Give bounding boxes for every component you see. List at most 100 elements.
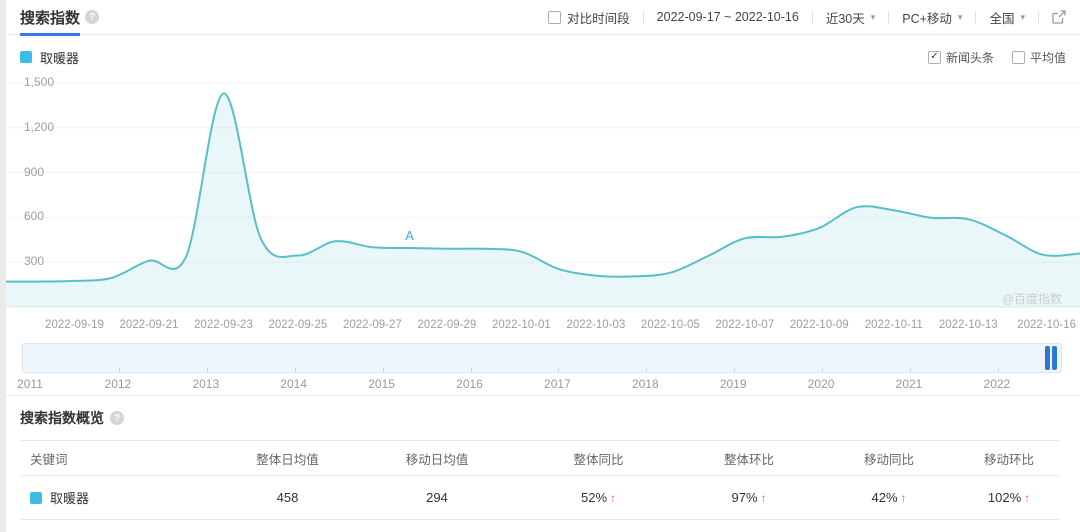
series-keyword: 取暖器 — [40, 50, 80, 66]
series-color-swatch — [20, 51, 32, 63]
timeline-year: 2012 — [104, 377, 132, 391]
external-link-icon[interactable] — [1052, 10, 1066, 24]
x-axis-tick: 2022-10-09 — [789, 319, 849, 331]
divider — [811, 10, 813, 24]
col-mobile-daily: 移动日均值 — [405, 452, 469, 467]
up-arrow-icon: ↑ — [610, 491, 617, 505]
col-mobile-yoy: 移动同比 — [863, 452, 914, 467]
watermark: @百度指数 — [1001, 292, 1062, 306]
topbar: 搜索指数 ? ✓ 对比时间段 2022-09-17 ~ 2022-10-16 近… — [0, 0, 1080, 36]
timeline-tick — [118, 368, 120, 372]
x-axis-tick: 2022-09-23 — [194, 319, 253, 331]
x-axis-tick: 2022-09-29 — [417, 319, 477, 331]
period-dropdown[interactable]: 近30天 ▾ — [825, 11, 876, 26]
chevron-down-icon: ▾ — [1020, 11, 1025, 22]
mobile-daily-value: 294 — [426, 490, 448, 505]
keyword-cell[interactable]: 取暖器 — [20, 488, 220, 507]
timeline-tick — [470, 368, 472, 372]
overall-yoy-value: 52% ↑ — [580, 490, 617, 505]
y-axis-tick: 1,500 — [24, 75, 55, 89]
region-dropdown[interactable]: 全国 ▾ — [989, 11, 1025, 26]
news-checkbox[interactable]: ✓ — [927, 50, 941, 64]
x-axis-tick: 2022-10-07 — [715, 319, 775, 331]
col-mobile-mom: 移动环比 — [983, 452, 1034, 467]
active-tab-underline — [20, 33, 80, 36]
x-axis-tick: 2022-09-27 — [342, 319, 402, 331]
x-axis-tick: 2022-10-05 — [640, 319, 700, 331]
timeline-slider: 2011 2012 2013 2014 2015 2016 2017 2018 2019 2020… — [0, 343, 1080, 393]
average-toggle[interactable]: ✓ 平均值 — [1011, 49, 1066, 66]
x-axis-tick: 2022-10-13 — [938, 319, 998, 331]
slider-right-handle[interactable] — [1052, 346, 1057, 370]
timeline-year: 2020 — [807, 377, 835, 391]
mobile-yoy-value: 42% ↑ — [871, 490, 907, 505]
compare-checkbox[interactable]: ✓ — [548, 10, 562, 24]
timeline-tick — [822, 368, 824, 372]
date-range[interactable]: 2022-09-17 ~ 2022-10-16 — [656, 10, 799, 24]
timeline-year: 2015 — [368, 377, 395, 391]
timeline-year: 2017 — [544, 377, 571, 391]
overview-title: 搜索指数概览 — [20, 410, 104, 426]
x-axis-labels: 2022-09-19 2022-09-21 2022-09-23 2022-09-25… — [0, 315, 1080, 337]
news-annotation-marker[interactable]: A — [405, 228, 414, 243]
divider — [975, 10, 977, 24]
x-axis-tick: 2022-10-03 — [566, 319, 626, 331]
news-headlines-toggle[interactable]: ✓ 新闻头条 — [927, 49, 994, 66]
divider — [642, 10, 644, 24]
help-icon[interactable]: ? — [110, 411, 124, 425]
up-arrow-icon: ↑ — [900, 491, 907, 505]
mobile-mom-value: 102% ↑ — [987, 490, 1031, 505]
page-left-gutter — [0, 0, 6, 532]
y-axis-tick: 1,200 — [24, 119, 55, 134]
timeline-year: 2011 — [17, 377, 43, 391]
chart-canvas[interactable] — [0, 75, 1080, 315]
page-title: 搜索指数 — [20, 9, 81, 27]
chart-controls: ✓ 对比时间段 2022-09-17 ~ 2022-10-16 近30天 ▾ P… — [548, 8, 1066, 27]
timeline-year-labels: 2011 2012 2013 2014 2015 2016 2017 2018 2019 2020… — [0, 375, 1080, 393]
timeline-tick — [558, 368, 560, 372]
timeline-tick — [910, 368, 911, 372]
divider — [888, 10, 890, 24]
legend-row: 取暖器 ✓ 新闻头条 ✓ 平均值 — [0, 35, 1080, 69]
timeline-tick — [734, 368, 736, 372]
x-axis-tick: 2022-10-11 — [864, 319, 923, 331]
x-axis-tick: 2022-09-25 — [268, 319, 328, 331]
timeline-track[interactable] — [22, 343, 1062, 373]
x-axis-tick: 2022-10-01 — [491, 319, 551, 331]
overlay-toggles: ✓ 新闻头条 ✓ 平均值 — [927, 49, 1066, 66]
series-area-fill — [0, 93, 1080, 307]
search-index-line-chart[interactable]: A @百度指数 300 600 900 1,200 1,500 — [0, 75, 1080, 315]
chevron-down-icon: ▾ — [957, 11, 963, 22]
x-axis-tick: 2022-09-19 — [45, 319, 104, 331]
y-axis-tick: 900 — [24, 164, 45, 179]
overview-title-row: 搜索指数概览 ? — [20, 408, 1060, 428]
timeline-year: 2013 — [192, 377, 220, 391]
timeline-year: 2021 — [895, 377, 923, 391]
compare-label: 对比时间段 — [567, 11, 630, 26]
timeline-tick — [206, 368, 208, 372]
slider-left-handle[interactable] — [1045, 346, 1050, 370]
timeline-year: 2022 — [983, 377, 1011, 391]
x-axis-tick: 2022-09-21 — [119, 319, 179, 331]
series-legend: 取暖器 — [20, 48, 79, 67]
col-keyword: 关键词 — [30, 452, 68, 467]
series-color-swatch — [30, 491, 42, 504]
table-row: 取暖器 458 294 52% ↑ 97% ↑ 42% ↑ 102% ↑ — [20, 476, 1060, 520]
compare-period-toggle[interactable]: ✓ 对比时间段 — [548, 8, 630, 27]
y-axis-tick: 300 — [24, 254, 45, 269]
up-arrow-icon: ↑ — [1024, 491, 1031, 505]
series-line — [0, 92, 1080, 283]
overall-daily-value: 458 — [276, 490, 299, 505]
device-dropdown[interactable]: PC+移动 ▾ — [902, 11, 963, 26]
average-checkbox[interactable]: ✓ — [1011, 50, 1025, 64]
table-header-row: 关键词 整体日均值 移动日均值 整体同比 整体环比 移动同比 移动环比 — [20, 440, 1060, 476]
tab-search-index[interactable]: 搜索指数 ? — [20, 0, 100, 36]
col-overall-daily: 整体日均值 — [256, 452, 319, 467]
timeline-year: 2018 — [631, 377, 659, 391]
x-axis-tick: 2022-10-16 — [1017, 319, 1076, 331]
help-icon[interactable]: ? — [85, 10, 100, 24]
timeline-tick — [382, 368, 384, 372]
overall-mom-value: 97% ↑ — [731, 490, 767, 505]
y-axis-tick: 600 — [24, 209, 45, 224]
